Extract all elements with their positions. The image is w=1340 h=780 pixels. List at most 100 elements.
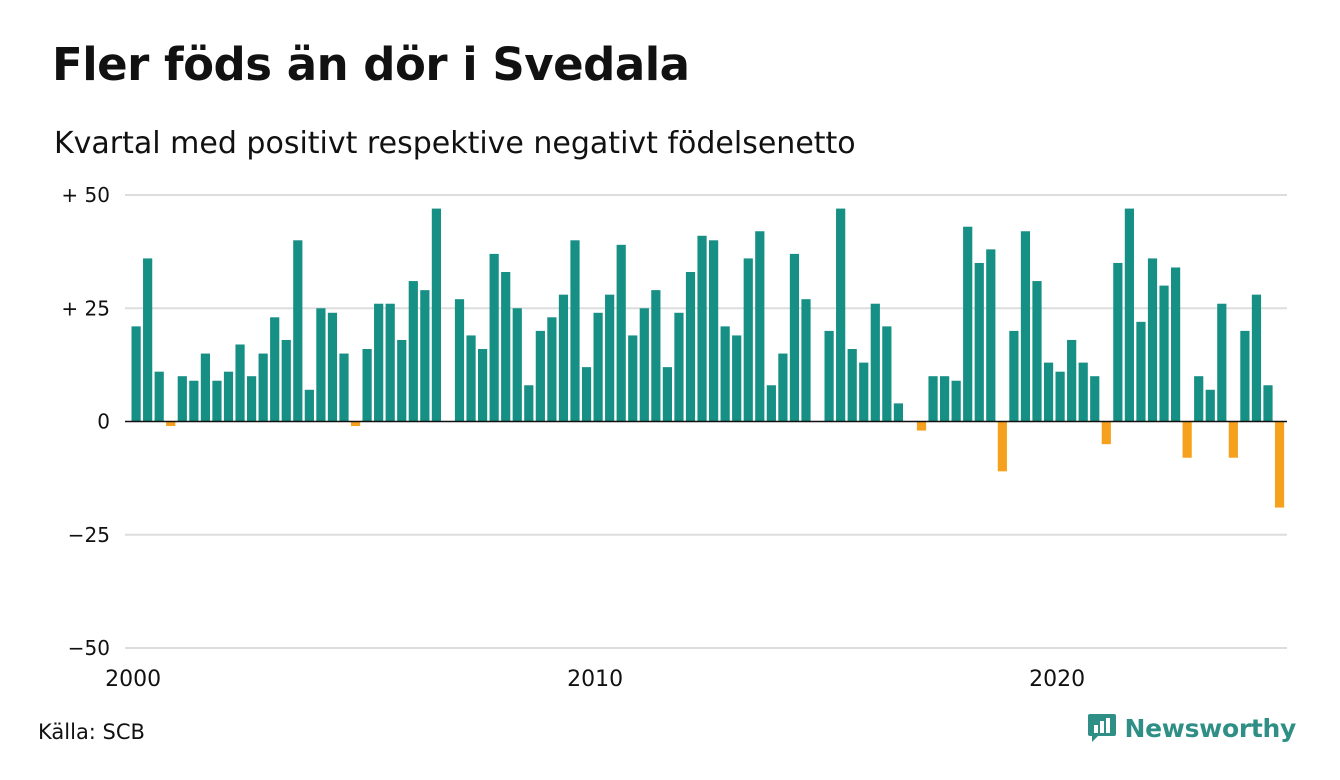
x-tick-label: 2000 bbox=[105, 667, 161, 692]
bar bbox=[986, 249, 996, 422]
bar bbox=[1205, 389, 1215, 422]
bar bbox=[1078, 362, 1088, 422]
bar bbox=[847, 349, 857, 422]
bar bbox=[755, 231, 765, 422]
bar bbox=[651, 290, 661, 422]
bar bbox=[859, 362, 869, 422]
bar bbox=[674, 312, 684, 422]
bar bbox=[893, 403, 903, 422]
bar bbox=[778, 353, 788, 422]
bar bbox=[385, 303, 395, 422]
bar bbox=[304, 389, 314, 422]
bar bbox=[1009, 330, 1019, 422]
bar bbox=[801, 299, 811, 422]
chart-title: Fler föds än dör i Svedala bbox=[52, 38, 690, 91]
bar bbox=[928, 376, 938, 422]
bar bbox=[547, 317, 557, 422]
bars bbox=[131, 208, 1285, 508]
y-tick-label: −25 bbox=[68, 523, 110, 547]
x-tick-label: 2010 bbox=[567, 667, 623, 692]
bar bbox=[997, 421, 1007, 472]
bar bbox=[1032, 281, 1042, 422]
bar bbox=[489, 253, 499, 422]
bar bbox=[143, 258, 153, 422]
bar bbox=[1194, 376, 1204, 422]
bar bbox=[177, 376, 187, 422]
bar bbox=[397, 339, 407, 422]
y-axis-ticks: + 50 + 25 0 −25 −50 bbox=[61, 183, 110, 660]
bar bbox=[870, 303, 880, 422]
bar bbox=[1251, 294, 1262, 422]
bar bbox=[709, 240, 719, 422]
brand-logo: Newsworthy bbox=[1087, 712, 1297, 744]
source-note: Källa: SCB bbox=[38, 720, 145, 744]
bar bbox=[535, 330, 545, 422]
bar bbox=[1217, 303, 1227, 422]
bar bbox=[293, 240, 303, 422]
y-tick-label: + 25 bbox=[61, 296, 110, 320]
bar bbox=[974, 262, 984, 422]
bar bbox=[501, 272, 511, 422]
bar bbox=[639, 308, 649, 422]
bar bbox=[581, 367, 592, 422]
bar bbox=[200, 353, 210, 422]
bar bbox=[1274, 421, 1285, 508]
x-tick-label: 2020 bbox=[1029, 667, 1085, 692]
y-tick-label: + 50 bbox=[61, 183, 110, 207]
bar bbox=[593, 312, 603, 422]
bar bbox=[963, 226, 973, 422]
bar bbox=[1182, 421, 1192, 458]
bar bbox=[420, 290, 430, 422]
bar bbox=[616, 244, 626, 422]
bar bbox=[605, 294, 615, 422]
bar bbox=[247, 376, 257, 422]
bar bbox=[1240, 330, 1250, 422]
bar bbox=[1171, 267, 1181, 422]
bar bbox=[940, 376, 950, 422]
bar bbox=[454, 299, 465, 422]
bar bbox=[1101, 421, 1111, 445]
bar bbox=[362, 349, 372, 422]
bar bbox=[512, 308, 522, 422]
bar bbox=[223, 371, 234, 422]
bar bbox=[1055, 371, 1065, 422]
bar bbox=[1090, 376, 1100, 422]
bar bbox=[916, 421, 927, 431]
bar bbox=[558, 294, 569, 422]
grid-lines bbox=[125, 194, 1287, 649]
bar bbox=[1067, 339, 1077, 422]
bar bbox=[1147, 258, 1158, 422]
x-axis-ticks: 2000 2010 2020 bbox=[105, 667, 1085, 692]
bar bbox=[374, 303, 384, 422]
bar bbox=[628, 335, 638, 422]
bar bbox=[212, 380, 222, 422]
bar bbox=[466, 335, 476, 422]
bar bbox=[1113, 262, 1123, 422]
bar bbox=[154, 371, 164, 422]
bar bbox=[570, 240, 580, 422]
bar bbox=[1136, 321, 1146, 422]
bar bbox=[339, 353, 349, 422]
bar bbox=[685, 272, 696, 422]
chart-subtitle: Kvartal med positivt respektive negativt… bbox=[54, 126, 856, 161]
bar bbox=[524, 385, 534, 422]
bar bbox=[478, 349, 488, 422]
bar bbox=[350, 421, 361, 427]
bar bbox=[408, 281, 418, 422]
bar bbox=[882, 326, 892, 422]
bar bbox=[189, 380, 199, 422]
bar bbox=[1043, 362, 1054, 422]
bar bbox=[789, 253, 800, 422]
bar bbox=[697, 235, 707, 422]
bar bbox=[662, 367, 672, 422]
brand-name: Newsworthy bbox=[1124, 713, 1297, 743]
bar bbox=[270, 317, 280, 422]
bar bbox=[824, 330, 834, 422]
bar bbox=[258, 353, 268, 422]
bar bbox=[235, 344, 245, 422]
bar bbox=[951, 380, 961, 422]
bar bbox=[431, 208, 441, 422]
bar bbox=[316, 308, 326, 422]
bar bbox=[1159, 285, 1169, 422]
bar bbox=[166, 421, 176, 427]
